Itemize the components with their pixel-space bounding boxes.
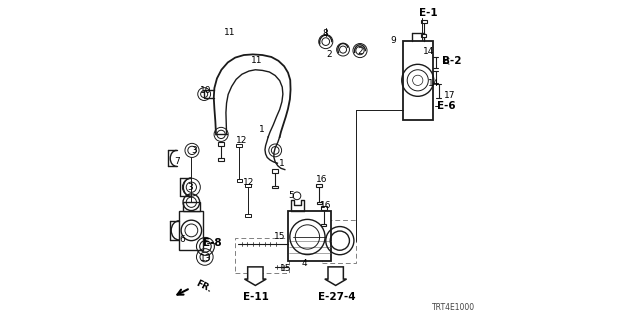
- Text: 11: 11: [251, 56, 262, 65]
- Text: E-27-4: E-27-4: [318, 292, 355, 302]
- Polygon shape: [403, 41, 433, 120]
- Text: 14: 14: [423, 47, 435, 56]
- Polygon shape: [218, 158, 224, 161]
- Text: 15: 15: [280, 264, 292, 273]
- Text: 15: 15: [274, 232, 285, 241]
- Polygon shape: [218, 142, 225, 146]
- Polygon shape: [273, 186, 278, 188]
- Polygon shape: [421, 34, 426, 36]
- Text: 3: 3: [192, 146, 197, 155]
- Text: 13: 13: [200, 254, 211, 263]
- FancyArrowPatch shape: [177, 289, 188, 295]
- Polygon shape: [317, 202, 322, 204]
- Polygon shape: [244, 267, 266, 285]
- Text: 16: 16: [316, 175, 327, 184]
- Text: 1: 1: [259, 125, 264, 134]
- Polygon shape: [288, 211, 332, 261]
- Text: 7: 7: [174, 157, 179, 166]
- Polygon shape: [321, 224, 326, 226]
- Text: 17: 17: [444, 91, 456, 100]
- Polygon shape: [317, 184, 323, 187]
- Text: 16: 16: [320, 201, 331, 210]
- Text: E-6: E-6: [437, 101, 456, 111]
- Bar: [235, 238, 289, 273]
- Text: 11: 11: [224, 28, 236, 36]
- Text: 2: 2: [357, 47, 362, 56]
- Text: TRT4E1000: TRT4E1000: [432, 303, 475, 312]
- Polygon shape: [325, 267, 347, 285]
- Text: 12: 12: [243, 178, 255, 187]
- Text: B-2: B-2: [442, 56, 461, 67]
- Polygon shape: [237, 144, 243, 147]
- Polygon shape: [245, 214, 251, 217]
- Text: 1: 1: [280, 159, 285, 168]
- Text: 10: 10: [200, 86, 211, 95]
- Polygon shape: [237, 179, 242, 181]
- Text: 5: 5: [289, 191, 294, 200]
- Text: 12: 12: [236, 136, 247, 145]
- Polygon shape: [183, 202, 200, 211]
- Polygon shape: [179, 211, 204, 250]
- Text: 4: 4: [302, 260, 307, 268]
- Polygon shape: [245, 184, 251, 187]
- Text: FR.: FR.: [195, 278, 213, 294]
- Text: 14: 14: [428, 79, 440, 88]
- Polygon shape: [421, 20, 427, 23]
- Polygon shape: [321, 206, 327, 210]
- Text: 3: 3: [187, 183, 193, 192]
- Polygon shape: [272, 169, 278, 173]
- Text: 8: 8: [323, 29, 328, 38]
- Text: 9: 9: [390, 36, 396, 44]
- Text: E-8: E-8: [202, 238, 221, 248]
- Text: E-11: E-11: [243, 292, 269, 302]
- Bar: [322, 220, 356, 263]
- Text: 6: 6: [180, 235, 185, 244]
- Text: 2: 2: [327, 50, 332, 59]
- Text: E-1: E-1: [419, 8, 438, 18]
